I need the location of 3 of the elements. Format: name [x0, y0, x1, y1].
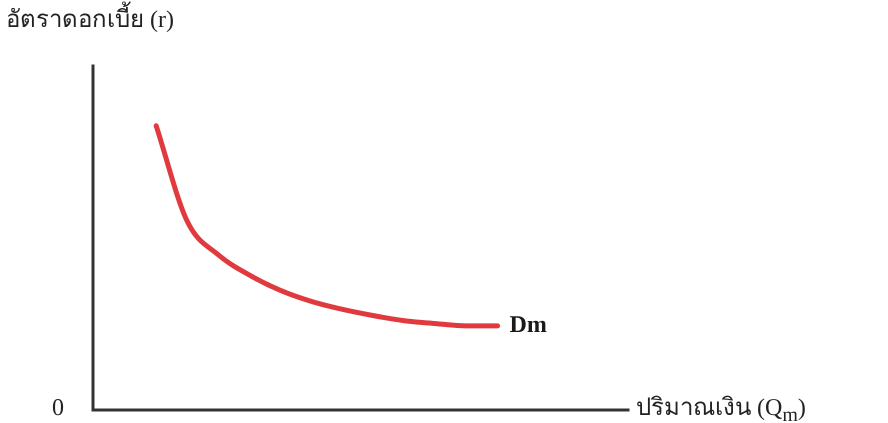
text: ปริมาณเงิน (Q$_{m}$)	[636, 395, 806, 423]
series-label: Dm	[510, 312, 547, 338]
text: 0	[52, 395, 64, 421]
